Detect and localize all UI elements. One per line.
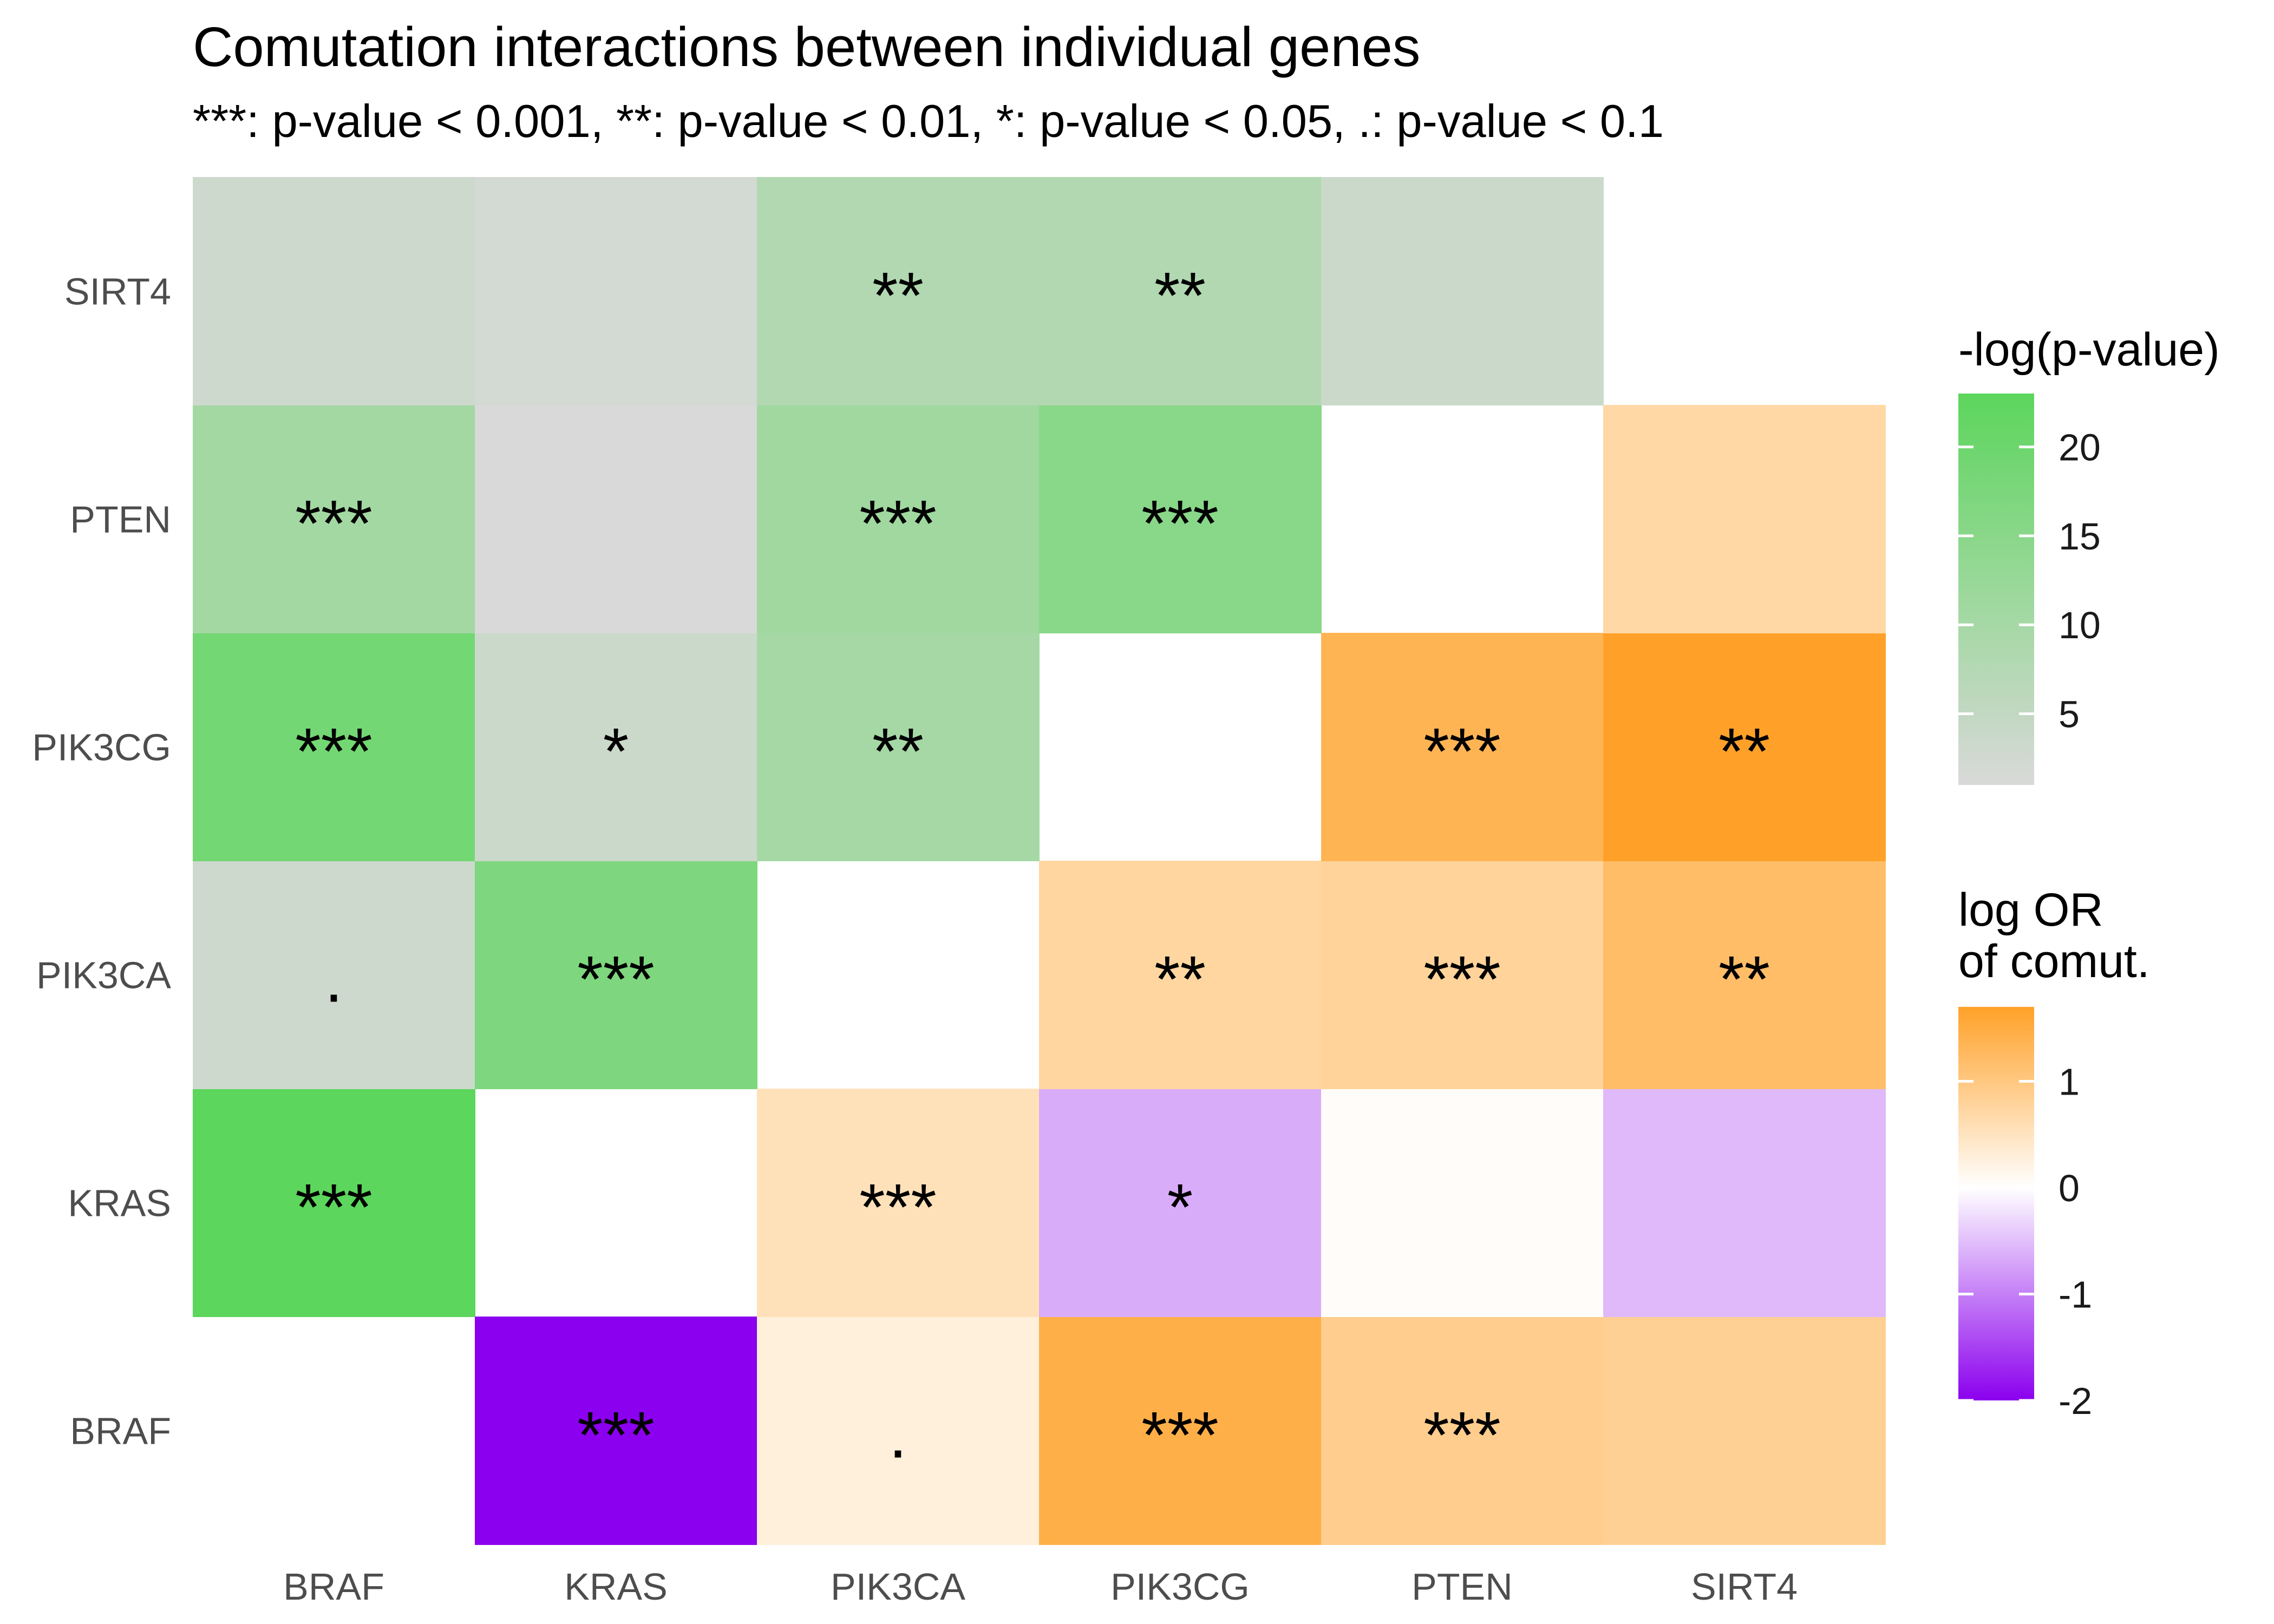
heatmap-cell-kras-sirt4 xyxy=(475,177,757,405)
y-axis-label-kras: KRAS xyxy=(68,1182,171,1224)
y-axis-label-braf: BRAF xyxy=(70,1410,171,1452)
x-axis-label-braf: BRAF xyxy=(283,1566,384,1608)
significance-label-braf-pik3cg: *** xyxy=(295,715,372,788)
heatmap-cell-pik3cg-kras xyxy=(1039,1089,1322,1317)
significance-label-pik3cg-pten: *** xyxy=(1141,487,1218,560)
heatmap-cell-pik3cg-pik3ca xyxy=(1039,861,1322,1089)
heatmap-cell-braf-pik3ca xyxy=(193,861,475,1089)
odds-ratio-tick-label: 1 xyxy=(2059,1061,2080,1103)
significance-label-pik3ca-pten: *** xyxy=(859,487,936,560)
odds-ratio-tick-label: 0 xyxy=(2059,1167,2080,1209)
significance-label-pik3cg-sirt4: ** xyxy=(1154,259,1206,332)
odds-ratio-colorbar xyxy=(1958,1007,2034,1400)
significance-label-kras-braf: *** xyxy=(577,1398,654,1472)
heatmap-cell-braf-sirt4 xyxy=(193,177,475,405)
significance-label-pik3ca-pik3cg: ** xyxy=(872,715,924,788)
heatmap-cell-pik3ca-braf xyxy=(757,1317,1040,1545)
heatmap-cell-braf-pik3cg xyxy=(193,633,475,861)
heatmap-cell-sirt4-braf xyxy=(1603,1317,1886,1545)
y-axis-label-pik3ca: PIK3CA xyxy=(36,954,171,997)
significance-label-pten-pik3ca: *** xyxy=(1423,942,1500,1016)
heatmap-cell-pik3ca-kras xyxy=(757,1089,1040,1317)
significance-label-pik3ca-sirt4: ** xyxy=(872,259,924,332)
pvalue-tick-label: 10 xyxy=(2059,604,2101,646)
significance-label-kras-pik3cg: * xyxy=(603,715,629,788)
heatmap-cell-sirt4-pten xyxy=(1603,405,1886,633)
heatmap-cell-pik3cg-pten xyxy=(1039,405,1322,633)
significance-label-pik3cg-kras: * xyxy=(1167,1170,1193,1244)
x-axis-label-pik3ca: PIK3CA xyxy=(831,1566,965,1608)
pvalue-colorbar xyxy=(1958,394,2034,785)
heatmap-cell-pik3ca-pik3cg xyxy=(757,633,1040,861)
heatmap-cell-braf-kras xyxy=(193,1089,475,1317)
significance-label-pik3cg-braf: *** xyxy=(1141,1398,1218,1472)
significance-label-pik3cg-pik3ca: ** xyxy=(1154,942,1206,1016)
heatmap-cell-pten-sirt4 xyxy=(1321,177,1604,405)
significance-label-braf-pik3ca: . xyxy=(325,942,343,1016)
heatmap-cell-pik3ca-pten xyxy=(757,405,1040,633)
heatmap-cell-sirt4-pik3cg xyxy=(1603,633,1886,861)
y-axis-label-sirt4: SIRT4 xyxy=(64,271,171,313)
heatmap-cell-pten-kras xyxy=(1321,1089,1604,1317)
heatmap-cell-kras-pten xyxy=(475,405,757,633)
x-axis-label-kras: KRAS xyxy=(564,1566,668,1608)
pvalue-tick-label: 20 xyxy=(2059,427,2101,469)
significance-label-sirt4-pik3cg: ** xyxy=(1718,715,1770,788)
heatmap-cell-kras-pik3cg xyxy=(475,633,757,861)
heatmap-cell-braf-pten xyxy=(193,405,475,633)
odds-ratio-tick-label: -2 xyxy=(2059,1380,2092,1422)
significance-label-kras-pik3ca: *** xyxy=(577,942,654,1016)
odds-ratio-legend-title: log OR xyxy=(1958,884,2103,936)
heatmap-cell-sirt4-kras xyxy=(1603,1089,1886,1317)
heatmap-cell-sirt4-pik3ca xyxy=(1603,861,1886,1089)
pvalue-legend-title: -log(p-value) xyxy=(1958,324,2220,376)
y-axis-label-pik3cg: PIK3CG xyxy=(32,726,171,769)
heatmap-cell-pten-braf xyxy=(1321,1317,1604,1545)
odds-ratio-legend-title: of comut. xyxy=(1958,935,2150,987)
x-axis-label-sirt4: SIRT4 xyxy=(1691,1566,1798,1608)
heatmap-cell-pik3cg-braf xyxy=(1039,1317,1322,1545)
heatmap-cell-pik3cg-sirt4 xyxy=(1039,177,1322,405)
significance-label-pik3ca-braf: . xyxy=(889,1398,907,1472)
significance-label-pik3ca-kras: *** xyxy=(859,1170,936,1244)
chart-subtitle: ***: p-value < 0.001, **: p-value < 0.01… xyxy=(193,96,1664,147)
significance-label-pten-braf: *** xyxy=(1423,1398,1500,1472)
odds-ratio-tick-label: -1 xyxy=(2059,1274,2092,1316)
heatmap-cell-pik3ca-sirt4 xyxy=(757,177,1040,405)
heatmap-cell-kras-pik3ca xyxy=(475,861,757,1089)
heatmap-cell-pten-pik3ca xyxy=(1321,861,1604,1089)
significance-label-pten-pik3cg: *** xyxy=(1423,715,1500,788)
heatmap-cell-pten-pik3cg xyxy=(1321,633,1604,861)
chart-title: Comutation interactions between individu… xyxy=(193,16,1421,78)
x-axis-label-pik3cg: PIK3CG xyxy=(1110,1566,1250,1608)
pvalue-tick-label: 5 xyxy=(2059,693,2080,736)
y-axis-label-pten: PTEN xyxy=(70,499,171,541)
significance-label-braf-kras: *** xyxy=(295,1170,372,1244)
significance-label-sirt4-pik3ca: ** xyxy=(1718,942,1770,1016)
significance-label-braf-pten: *** xyxy=(295,487,372,560)
heatmap-cell-kras-braf xyxy=(475,1317,757,1545)
pvalue-tick-label: 15 xyxy=(2059,515,2101,558)
x-axis-label-pten: PTEN xyxy=(1412,1566,1513,1608)
